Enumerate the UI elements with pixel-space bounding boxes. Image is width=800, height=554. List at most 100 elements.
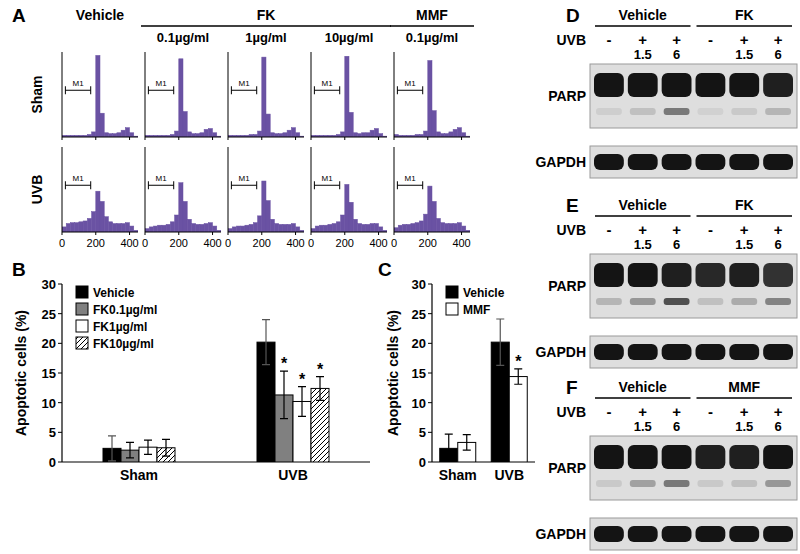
lane-time: 1.5: [735, 419, 753, 434]
y-tick-label: 20: [412, 336, 426, 351]
error-bar: [514, 369, 522, 384]
hist-bar: [175, 131, 179, 137]
y-axis: [62, 147, 63, 232]
hist-bar: [196, 134, 200, 137]
hist-bar: [370, 130, 374, 137]
hist-bar: [204, 129, 208, 137]
hist-bar: [311, 229, 315, 232]
group-label: FK: [735, 197, 754, 213]
hist-bar: [236, 226, 240, 232]
hist-bar: [287, 130, 291, 137]
hist-bar: [424, 214, 428, 232]
lane-time: 1.5: [634, 419, 652, 434]
x-tick: [311, 137, 312, 140]
hist-bar: [262, 181, 266, 232]
band: [763, 445, 793, 469]
lane-time: 6: [774, 237, 781, 252]
hist-bars: [228, 57, 304, 137]
hist-bar: [200, 224, 204, 232]
hist-bar: [200, 133, 204, 137]
lane-sign: +: [740, 403, 749, 420]
cleaved-band: [698, 108, 724, 115]
hist-bar: [187, 132, 191, 137]
column-label: 0.1µg/ml: [157, 30, 209, 45]
hist-bar: [208, 129, 212, 138]
hist-bar: [66, 224, 70, 233]
column-label: 1µg/ml: [245, 30, 286, 45]
gate-label: M1: [404, 174, 416, 183]
band: [594, 154, 624, 170]
column-label: 10µg/ml: [325, 30, 374, 45]
hist-bars: [62, 55, 138, 137]
band: [763, 344, 793, 360]
lane-time: 1.5: [634, 47, 652, 62]
y-tick: [58, 284, 62, 285]
x-tick-label: Sham: [120, 467, 158, 483]
hist-bar: [170, 222, 174, 232]
legend-label: FK10µg/ml: [93, 337, 154, 351]
x-tick: [378, 232, 379, 235]
band-label: PARP: [548, 88, 586, 104]
blot-membrane: [590, 146, 797, 178]
hist-bar: [462, 133, 466, 137]
y-tick-label: 25: [42, 307, 56, 322]
hist-bar: [149, 227, 153, 232]
cleaved-band: [630, 298, 656, 305]
hist-bars: [145, 59, 221, 137]
hist-bar: [287, 224, 291, 232]
legend-label: FK1µg/ml: [93, 320, 147, 334]
band: [628, 263, 658, 287]
lane-sign: +: [672, 31, 681, 48]
y-axis: [145, 147, 146, 232]
hist-bar: [328, 224, 332, 232]
hist-bar: [379, 134, 383, 137]
hist-bar: [266, 201, 270, 232]
x-axis: [394, 232, 470, 233]
hist-bar: [279, 134, 283, 137]
band: [729, 445, 759, 469]
band: [763, 263, 793, 287]
hist-bar: [183, 201, 187, 232]
gate-label: M1: [321, 79, 333, 88]
x-tick-label: 400: [120, 237, 138, 249]
hist-bar: [166, 224, 170, 232]
hist-bars: [145, 183, 221, 232]
hist-bar: [332, 224, 336, 233]
x-tick-label: 200: [419, 237, 437, 249]
y-tick-label: 5: [49, 425, 56, 440]
hist-bar: [179, 183, 183, 232]
gate-label: M1: [155, 79, 167, 88]
x-tick: [311, 232, 312, 235]
legend-swatch: [76, 286, 88, 298]
cleaved-band: [596, 108, 622, 115]
y-axis: [145, 52, 146, 137]
cleaved-band: [698, 298, 724, 305]
hist-bar: [213, 133, 217, 137]
y-axis: [228, 147, 229, 232]
cleaved-band: [765, 108, 791, 115]
bars: [440, 319, 528, 462]
x-axis: [311, 137, 387, 138]
legend-swatch: [76, 337, 88, 349]
band: [729, 263, 759, 287]
figure: AFKMMFVehicle0.1µg/ml1µg/ml10µg/ml0.1µg/…: [0, 0, 800, 554]
hist-bar: [357, 134, 361, 137]
lane-sign: +: [638, 403, 647, 420]
lane-sign: +: [740, 31, 749, 48]
band: [729, 526, 759, 542]
x-axis: [145, 137, 221, 138]
x-axis: [228, 232, 304, 233]
row-label: UVB: [556, 32, 586, 48]
group-bracket: [595, 397, 691, 399]
group-label: FK: [735, 7, 754, 23]
hist-bar: [196, 224, 200, 232]
hist-bar: [457, 223, 461, 232]
gate-label: M1: [238, 174, 250, 183]
cleaved-band: [630, 108, 656, 115]
hist-bar: [324, 225, 328, 232]
y-tick-label: 30: [412, 277, 426, 292]
hist-bar: [204, 224, 208, 233]
hist-bar: [357, 224, 361, 233]
group-label: MMF: [728, 379, 760, 395]
hist-bar: [245, 225, 249, 232]
